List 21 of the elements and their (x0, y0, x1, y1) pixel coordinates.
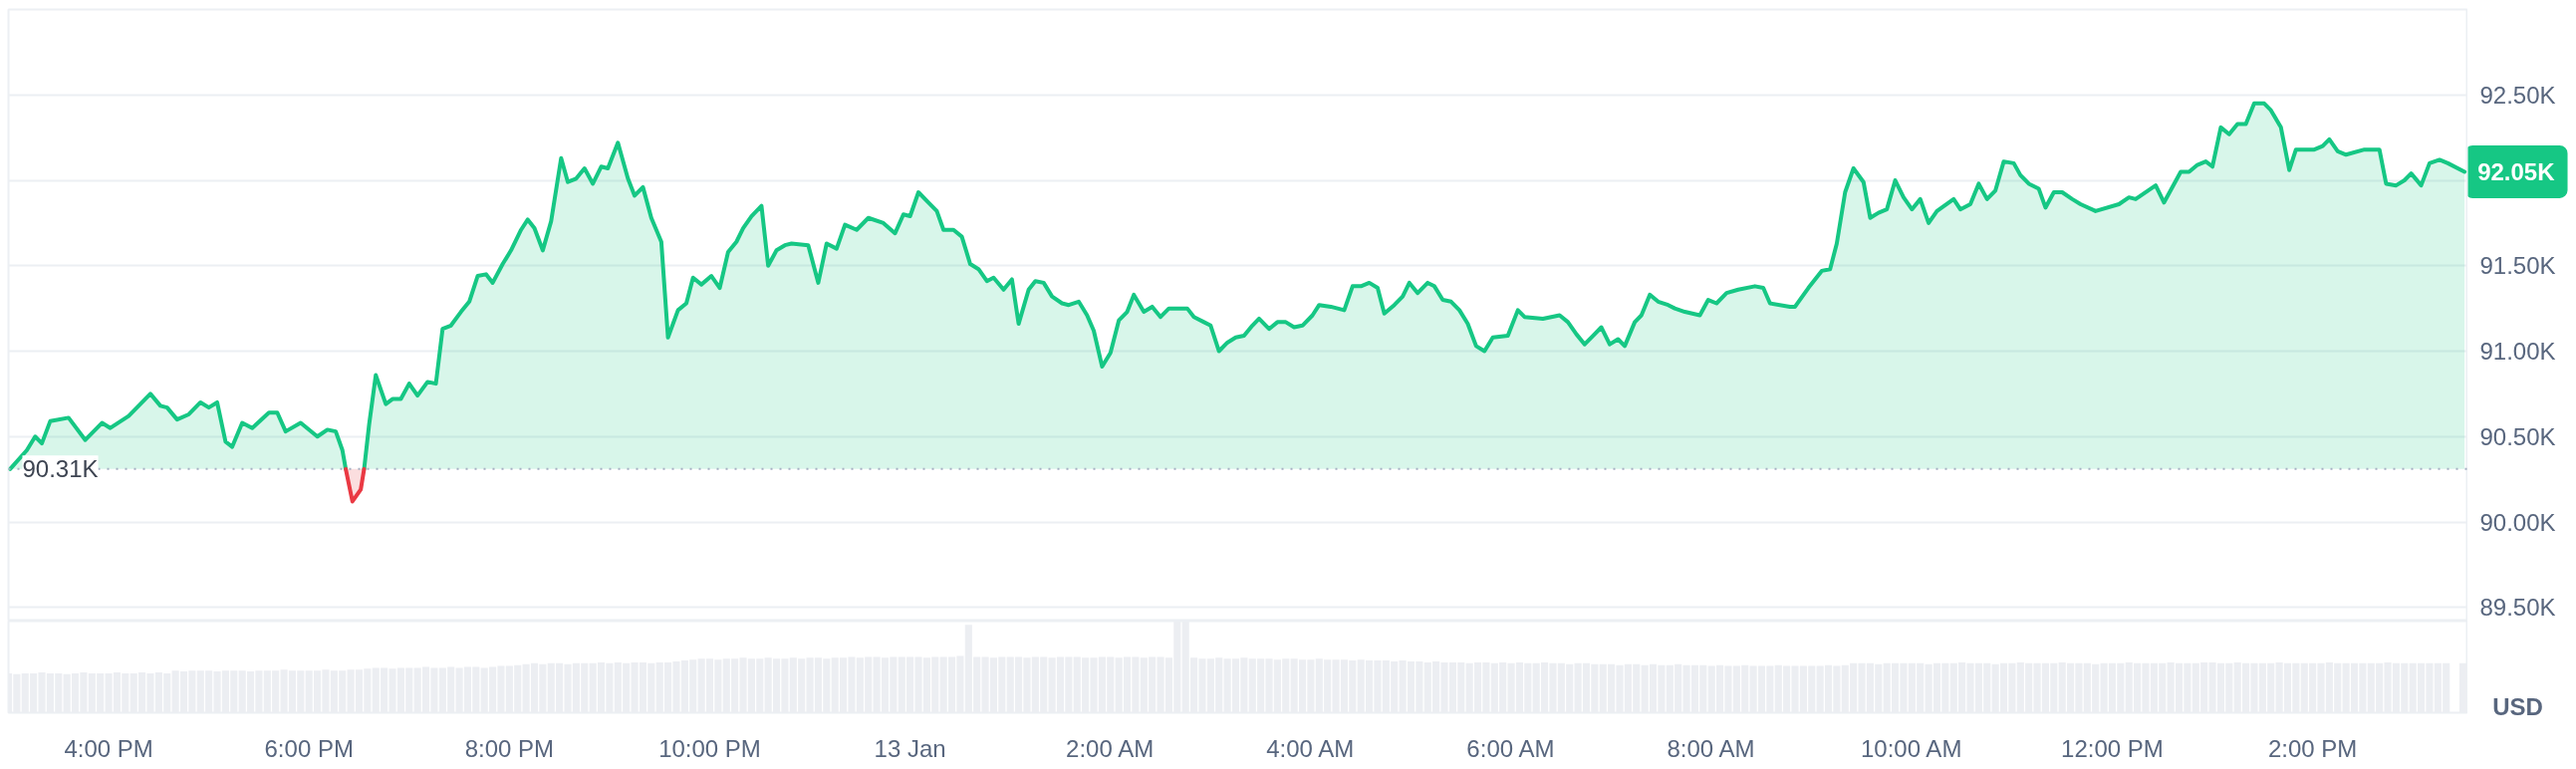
y-tick-label: 90.00K (2479, 508, 2556, 536)
x-tick-label: 8:00 PM (464, 734, 555, 762)
x-tick-label: 6:00 AM (1466, 734, 1555, 762)
x-tick-label: 2:00 PM (2267, 734, 2358, 762)
x-tick-label: 4:00 PM (64, 734, 153, 762)
annotation: 92.05K (2477, 157, 2556, 185)
y-tick-label: 92.50K (2479, 81, 2556, 109)
x-tick-label: 13 Jan (874, 734, 946, 762)
x-tick-label: 10:00 PM (658, 734, 761, 762)
x-tick-label: 2:00 AM (1066, 734, 1155, 762)
ref-line-label: 90.31K (22, 455, 99, 483)
x-tick-label: 6:00 PM (264, 734, 354, 762)
x-tick-label: 8:00 AM (1667, 734, 1755, 762)
y-tick-label: 90.50K (2479, 422, 2556, 450)
x-tick-label: 12:00 PM (2061, 734, 2164, 762)
y-tick-label: 89.50K (2479, 594, 2556, 622)
y-tick-label: 91.50K (2479, 252, 2556, 280)
y-axis-title: USD (2492, 693, 2543, 720)
x-tick-label: 10:00 AM (1860, 734, 1962, 762)
x-tick-label: 4:00 AM (1266, 734, 1355, 762)
y-tick-label: 91.00K (2479, 338, 2556, 366)
